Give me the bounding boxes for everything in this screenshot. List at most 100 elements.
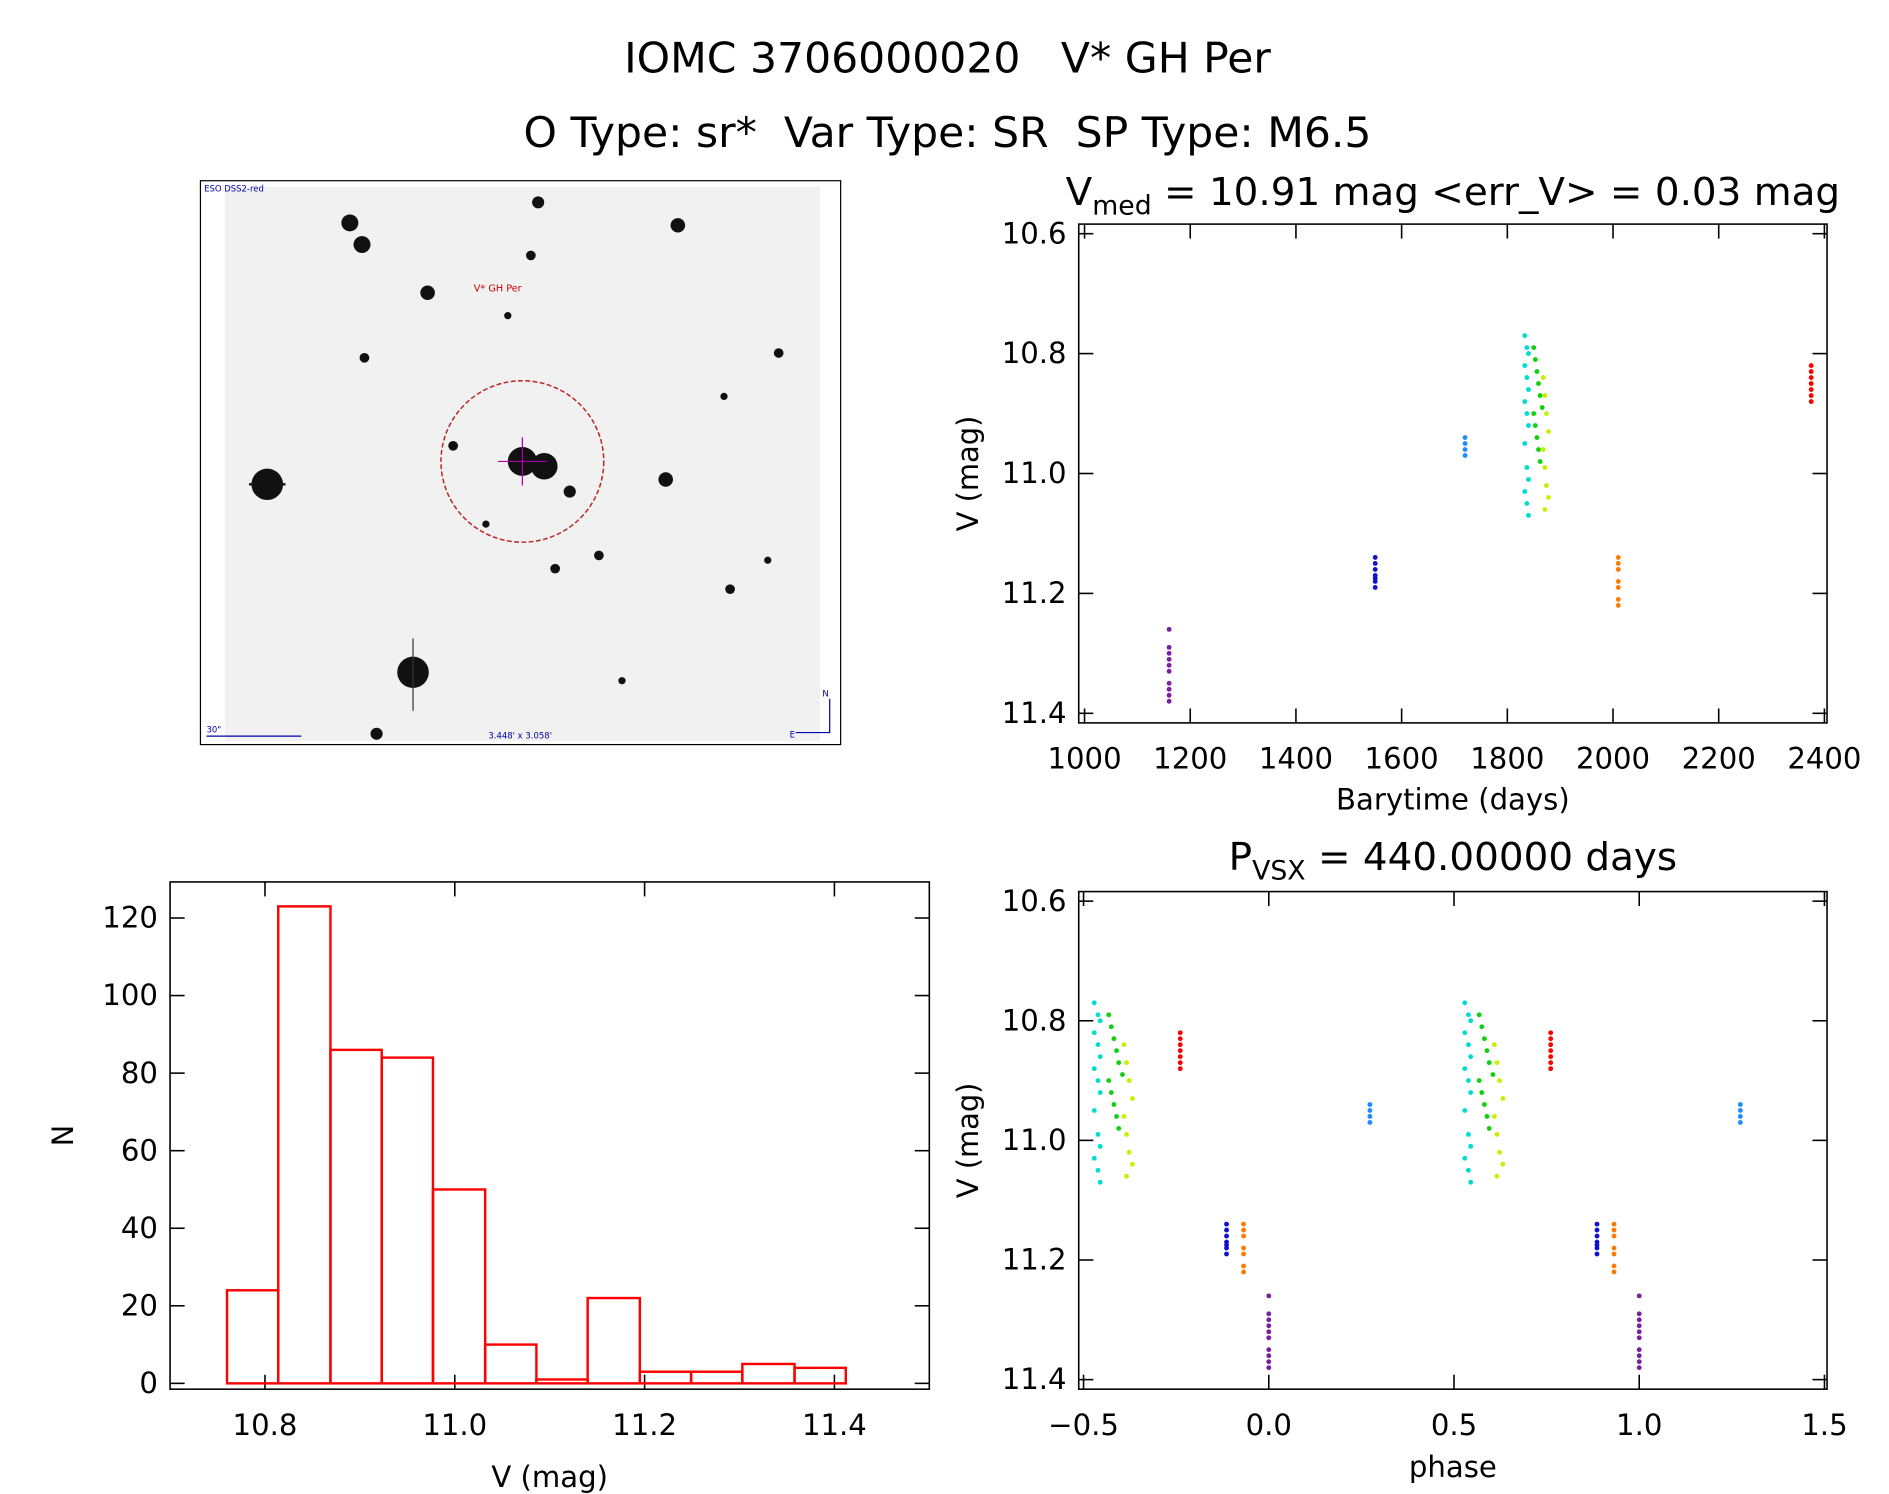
- data-point: [1367, 1120, 1373, 1125]
- data-point: [1114, 1048, 1119, 1054]
- y-tick-label: 100: [102, 978, 158, 1012]
- data-point: [1615, 561, 1621, 566]
- data-point: [1367, 1114, 1373, 1119]
- title-main: P: [1229, 835, 1252, 880]
- data-point: [1486, 1060, 1492, 1066]
- data-point: [1531, 411, 1537, 416]
- data-point: [1166, 680, 1172, 686]
- data-point: [1548, 1042, 1554, 1048]
- data-point: [1466, 1131, 1471, 1137]
- data-point: [1091, 1155, 1097, 1161]
- data-point: [1166, 650, 1172, 656]
- histogram-bar: [225, 1289, 280, 1385]
- histogram-bar: [793, 1366, 848, 1385]
- data-point: [1097, 1054, 1103, 1060]
- data-point: [1490, 1072, 1496, 1078]
- data-point: [1537, 459, 1543, 464]
- data-point: [1097, 1143, 1103, 1149]
- data-point: [1462, 441, 1468, 446]
- data-point: [1594, 1227, 1600, 1233]
- data-point: [1224, 1251, 1229, 1257]
- data-point: [1808, 363, 1814, 368]
- x-tick-label: −0.5: [1048, 1408, 1119, 1442]
- data-point: [1536, 447, 1541, 452]
- data-point: [1615, 585, 1621, 590]
- x-tick-label: 11.0: [422, 1408, 487, 1442]
- data-point: [1468, 1090, 1474, 1095]
- y-tick-label: 10.8: [1002, 1004, 1067, 1038]
- data-point: [1524, 501, 1530, 506]
- data-point: [1611, 1251, 1617, 1257]
- title-subscript: med: [1092, 191, 1151, 222]
- compass: [795, 698, 831, 734]
- data-point: [1615, 596, 1621, 602]
- data-point: [1526, 351, 1531, 357]
- data-point: [1636, 1335, 1642, 1341]
- y-tick-label: 80: [121, 1056, 158, 1090]
- data-point: [1241, 1263, 1247, 1269]
- data-point: [1372, 579, 1378, 584]
- data-point: [1532, 357, 1538, 363]
- x-tick-label: 1.5: [1801, 1408, 1847, 1442]
- histogram-bar: [329, 1048, 383, 1385]
- data-point: [1121, 1114, 1127, 1119]
- data-point: [1611, 1245, 1617, 1251]
- histogram-bar: [431, 1188, 487, 1385]
- data-point: [1106, 1012, 1112, 1018]
- data-point: [1462, 1066, 1468, 1072]
- data-point: [1636, 1323, 1642, 1329]
- data-point: [1116, 1060, 1122, 1066]
- x-tick-label: 0.5: [1431, 1408, 1477, 1442]
- data-point: [1166, 626, 1172, 632]
- scale-label: 30": [207, 725, 222, 735]
- data-point: [1224, 1227, 1229, 1233]
- y-tick-label: 20: [121, 1289, 158, 1323]
- x-tick-label: 11.2: [612, 1408, 677, 1442]
- data-point: [1177, 1066, 1183, 1072]
- data-point: [1615, 602, 1621, 608]
- data-point: [1177, 1054, 1183, 1060]
- x-tick-label: 1400: [1259, 742, 1333, 776]
- data-point: [1468, 1143, 1474, 1149]
- data-point: [1636, 1317, 1642, 1323]
- histogram-bar: [535, 1378, 589, 1385]
- data-point: [1266, 1353, 1272, 1359]
- data-point: [1111, 1102, 1117, 1107]
- data-point: [1241, 1245, 1247, 1251]
- data-point: [1372, 567, 1378, 572]
- data-point: [1266, 1335, 1272, 1341]
- data-point: [1108, 1090, 1114, 1095]
- data-point: [1808, 387, 1814, 392]
- data-point: [1177, 1030, 1183, 1036]
- data-point: [1737, 1120, 1743, 1125]
- data-point: [1484, 1114, 1490, 1119]
- title-rest: = 10.91 mag <err_V> = 0.03 mag: [1152, 170, 1840, 215]
- x-tick-label: 0.0: [1246, 1408, 1292, 1442]
- data-point: [1524, 345, 1530, 351]
- data-point: [1166, 692, 1172, 698]
- data-point: [1091, 1108, 1097, 1113]
- title-subscript: VSX: [1252, 856, 1306, 887]
- data-point: [1615, 555, 1621, 560]
- data-point: [1542, 393, 1548, 398]
- data-point: [1636, 1347, 1642, 1353]
- data-point: [1522, 363, 1528, 368]
- data-point: [1543, 483, 1549, 488]
- y-tick-label: 11.2: [1002, 576, 1067, 610]
- data-point: [1594, 1221, 1600, 1227]
- data-point: [1594, 1245, 1600, 1251]
- data-point: [1526, 423, 1531, 428]
- histogram-bar: [741, 1362, 796, 1385]
- data-point: [1500, 1161, 1506, 1167]
- y-tick-label: 10.6: [1002, 216, 1067, 250]
- data-point: [1106, 1078, 1112, 1083]
- data-point: [1468, 1054, 1474, 1060]
- data-point: [1548, 1066, 1554, 1072]
- x-tick-label: 1800: [1470, 742, 1544, 776]
- data-point: [1166, 662, 1172, 668]
- data-point: [1466, 1042, 1471, 1048]
- data-point: [1808, 369, 1814, 374]
- data-point: [1808, 381, 1814, 386]
- data-point: [1372, 561, 1378, 566]
